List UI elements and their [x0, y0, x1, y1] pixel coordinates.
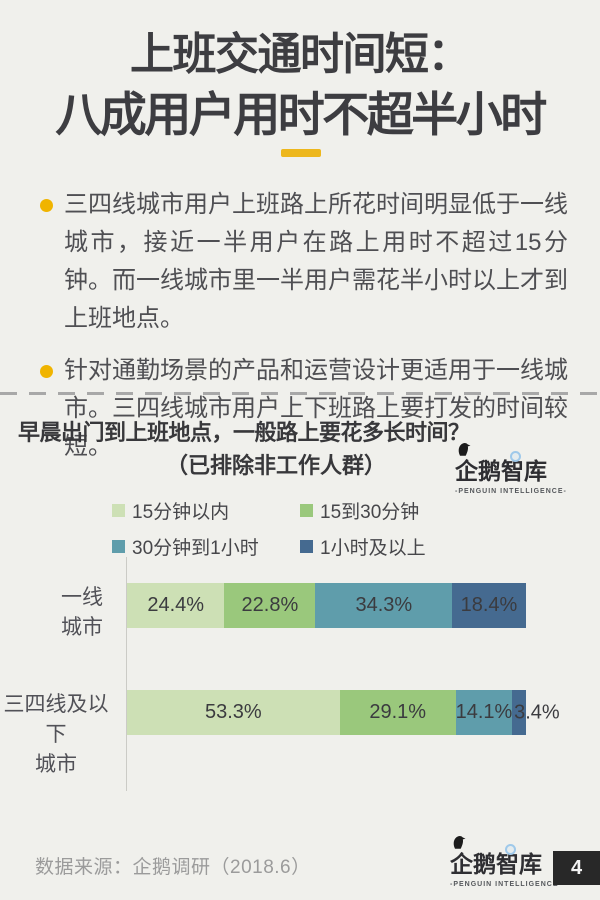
bar-segment: 18.4% [452, 583, 526, 628]
legend-label: 30分钟到1小时 [132, 538, 259, 559]
brand-logo: 企鹅智库 -PENGUIN INTELLIGENCE- [455, 443, 567, 495]
bar-value-label: 18.4% [460, 594, 518, 616]
page-title-line2: 八成用户用时不超半小时 [55, 88, 547, 141]
chart-axis-line [126, 557, 127, 791]
bar-segment: 3.4% [512, 690, 560, 735]
bar-track: 24.4% 22.8% 34.3% 18.4% [127, 583, 526, 628]
brand-name: 企鹅智库 [455, 443, 565, 486]
legend-item: 15到30分钟 [300, 497, 426, 524]
bar-segment: 34.3% [315, 583, 453, 628]
bar-value-label: 24.4% [147, 594, 205, 616]
magnifier-lens-icon [510, 451, 521, 462]
bar-value-label: 34.3% [355, 594, 413, 616]
brand-subtitle: -PENGUIN INTELLIGENCE- [455, 488, 567, 495]
bar-value-label: 29.1% [369, 701, 427, 723]
bar-value-label: 22.8% [241, 594, 299, 616]
bar-category-label: 一线 城市 [61, 586, 103, 639]
insight-bullet: 针对通勤场景的产品和运营设计更适用于一线城市。三四线城市用户上下班路上要打发的时… [40, 352, 568, 466]
bar-segment: 22.8% [224, 583, 316, 628]
page-title-line1: 上班交通时间短： [130, 30, 472, 79]
bar-value-label: 3.4% [514, 701, 560, 723]
bar-segment: 24.4% [127, 583, 225, 628]
legend-swatch-icon [300, 540, 313, 553]
page-number-badge: 4 [553, 851, 600, 885]
insight-bullet: 三四线城市用户上班路上所花时间明显低于一线城市，接近一半用户在路上用时不超过15… [40, 186, 568, 338]
bar-value-label: 14.1% [455, 701, 513, 723]
bullet-dot-icon [40, 365, 53, 378]
bar-category-label: 三四线及以下 城市 [3, 693, 109, 776]
legend: 15分钟以内 15到30分钟 30分钟到1小时 1小时及以上 [112, 497, 426, 560]
legend-item: 30分钟到1小时 [112, 533, 300, 560]
legend-swatch-icon [112, 540, 125, 553]
data-source: 数据来源：企鹅调研（2018.6） [35, 857, 311, 878]
insight-text: 三四线城市用户上班路上所花时间明显低于一线城市，接近一半用户在路上用时不超过15… [64, 191, 568, 332]
brand-subtitle: -PENGUIN INTELLIGENCE- [450, 881, 562, 888]
legend-swatch-icon [112, 504, 125, 517]
brand-logo: 企鹅智库 -PENGUIN INTELLIGENCE- [450, 836, 562, 888]
legend-item: 1小时及以上 [300, 533, 426, 560]
legend-label: 15分钟以内 [132, 502, 230, 523]
legend-label: 1小时及以上 [320, 538, 426, 559]
bar-value-label: 53.3% [204, 701, 262, 723]
magnifier-lens-icon [505, 844, 516, 855]
penguin-icon [453, 836, 466, 849]
bar-segment: 53.3% [127, 690, 340, 735]
legend-swatch-icon [300, 504, 313, 517]
accent-dash [281, 149, 321, 157]
dashed-divider [0, 392, 600, 395]
bar-segment: 14.1% [456, 690, 512, 735]
legend-item: 15分钟以内 [112, 497, 300, 524]
chart-question-note: （已排除非工作人群） [166, 453, 387, 478]
chart-question: 早晨出门到上班地点，一般路上要花多长时间？ [18, 420, 470, 445]
legend-label: 15到30分钟 [320, 502, 420, 523]
brand-name: 企鹅智库 [450, 836, 560, 879]
insight-text: 针对通勤场景的产品和运营设计更适用于一线城市。三四线城市用户上下班路上要打发的时… [64, 357, 568, 460]
insight-bullets: 三四线城市用户上班路上所花时间明显低于一线城市，接近一半用户在路上用时不超过15… [40, 186, 568, 466]
bar-segment: 29.1% [339, 690, 456, 735]
page-number: 4 [570, 856, 583, 879]
bar-track: 53.3% 29.1% 14.1% 3.4% [127, 690, 560, 735]
penguin-icon [458, 443, 471, 456]
bullet-dot-icon [40, 199, 53, 212]
